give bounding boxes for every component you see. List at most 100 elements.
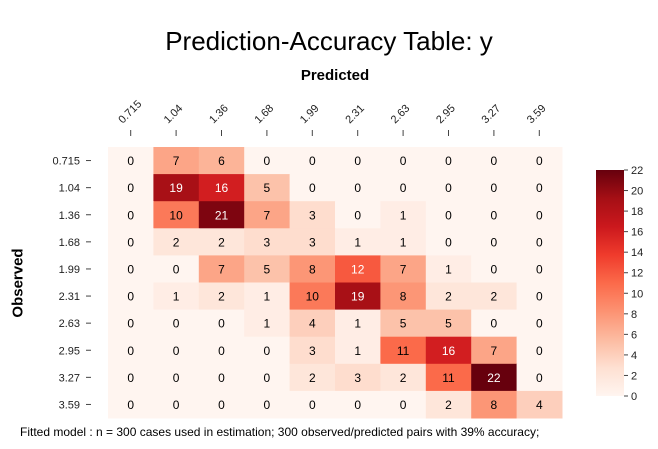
heatmap-cell	[471, 309, 518, 338]
heatmap-cell	[335, 363, 381, 392]
cell-value-label: 0	[173, 371, 180, 385]
colorbar-tick-label: 10	[631, 288, 643, 300]
cell-value-label: 7	[491, 344, 498, 358]
cell-value-label: 22	[487, 371, 501, 385]
heatmap-cell	[198, 228, 245, 256]
cell-value-label: 0	[491, 181, 498, 195]
heatmap-cell	[335, 282, 381, 311]
heatmap-cell	[108, 201, 154, 229]
heatmap-cell	[471, 282, 518, 311]
cell-value-label: 16	[215, 181, 229, 195]
heatmap-cell	[198, 282, 245, 311]
heatmap-cell	[425, 390, 472, 419]
heatmap-cell	[198, 336, 245, 365]
heatmap-cell	[471, 255, 518, 283]
cell-value-label: 2	[309, 371, 316, 385]
heatmap-cell	[380, 228, 427, 256]
cell-value-label: 0	[127, 181, 134, 195]
cell-value-label: 0	[173, 344, 180, 358]
cell-value-label: 0	[127, 317, 134, 331]
cell-value-label: 4	[309, 317, 316, 331]
cell-value-label: 0	[309, 398, 316, 412]
colorbar	[596, 170, 624, 396]
cell-value-label: 8	[400, 290, 407, 304]
cell-value-label: 19	[169, 181, 183, 195]
y-tick-label: 1.68	[59, 237, 80, 249]
heatmap-cell	[289, 336, 336, 365]
cell-value-label: 0	[400, 181, 407, 195]
heatmap-cell	[516, 282, 563, 311]
heatmap-cell	[289, 363, 336, 392]
cell-value-label: 0	[400, 154, 407, 168]
heatmap-cell	[471, 228, 518, 256]
heatmap-cell	[108, 282, 154, 311]
y-tick-label: 3.27	[59, 372, 80, 384]
heatmap-cell	[516, 336, 563, 365]
cell-value-label: 10	[306, 290, 320, 304]
cell-value-label: 5	[264, 181, 271, 195]
heatmap-cell	[244, 282, 291, 311]
cell-value-label: 0	[445, 154, 452, 168]
chart-title: Prediction-Accuracy Table: y	[165, 26, 493, 56]
cell-value-label: 11	[442, 371, 455, 385]
cell-value-label: 1	[400, 208, 407, 222]
cell-value-label: 0	[400, 398, 407, 412]
cell-value-label: 0	[536, 290, 543, 304]
colorbar-tick-label: 20	[631, 186, 643, 198]
y-tick-label: 2.95	[59, 345, 80, 357]
heatmap-cell	[471, 147, 518, 175]
heatmap-cell	[108, 363, 154, 392]
heatmap-cell	[289, 390, 336, 419]
x-axis-label: Predicted	[300, 67, 370, 84]
colorbar-tick-label: 2	[631, 370, 637, 382]
heatmap-cell	[516, 174, 563, 202]
cell-value-label: 0	[536, 235, 543, 249]
heatmap-cell	[425, 255, 472, 283]
heatmap-cell	[244, 255, 291, 283]
cell-value-label: 1	[400, 235, 407, 249]
y-tick-label: 1.04	[59, 183, 80, 195]
cell-value-label: 1	[354, 317, 361, 331]
heatmap-cell	[425, 309, 472, 338]
x-tick-label: 1.99	[298, 102, 322, 126]
cell-value-label: 0	[127, 154, 134, 168]
cell-value-label: 0	[127, 371, 134, 385]
cell-value-label: 3	[264, 235, 271, 249]
cell-value-label: 2	[173, 235, 180, 249]
heatmap-cell	[198, 147, 245, 175]
x-tick-label: 3.59	[525, 102, 549, 126]
y-tick-label: 2.63	[59, 318, 80, 330]
heatmap-cell	[380, 174, 427, 202]
heatmap-cell	[153, 228, 200, 256]
heatmap-cell	[335, 336, 381, 365]
heatmap-cell	[108, 147, 154, 175]
colorbar-tick-label: 16	[631, 227, 643, 239]
x-tick-label: 2.31	[343, 102, 367, 126]
heatmap-cell	[198, 174, 245, 202]
heatmap-cell	[198, 201, 245, 229]
heatmap-cell	[289, 228, 336, 256]
heatmap-cell	[335, 147, 381, 175]
x-tick-label: 2.63	[389, 102, 413, 126]
cell-value-label: 0	[536, 208, 543, 222]
heatmap-cell	[244, 201, 291, 229]
cell-value-label: 2	[445, 398, 452, 412]
heatmap-cell	[516, 255, 563, 283]
x-tick-label: 3.27	[480, 102, 504, 126]
cell-value-label: 2	[491, 290, 498, 304]
heatmap-cell	[198, 390, 245, 419]
heatmap-cell	[198, 309, 245, 338]
cell-value-label: 0	[491, 262, 498, 276]
heatmap-cell	[380, 336, 427, 365]
cell-value-label: 2	[218, 235, 225, 249]
cell-value-label: 5	[445, 317, 452, 331]
cell-value-label: 5	[264, 262, 271, 276]
colorbar-tick-label: 18	[631, 206, 643, 218]
colorbar-tick-label: 8	[631, 309, 637, 321]
cell-value-label: 0	[491, 317, 498, 331]
cell-value-label: 0	[354, 208, 361, 222]
cell-value-label: 1	[354, 235, 361, 249]
heatmap-cell	[425, 282, 472, 311]
x-tick-label: 1.04	[162, 102, 186, 126]
